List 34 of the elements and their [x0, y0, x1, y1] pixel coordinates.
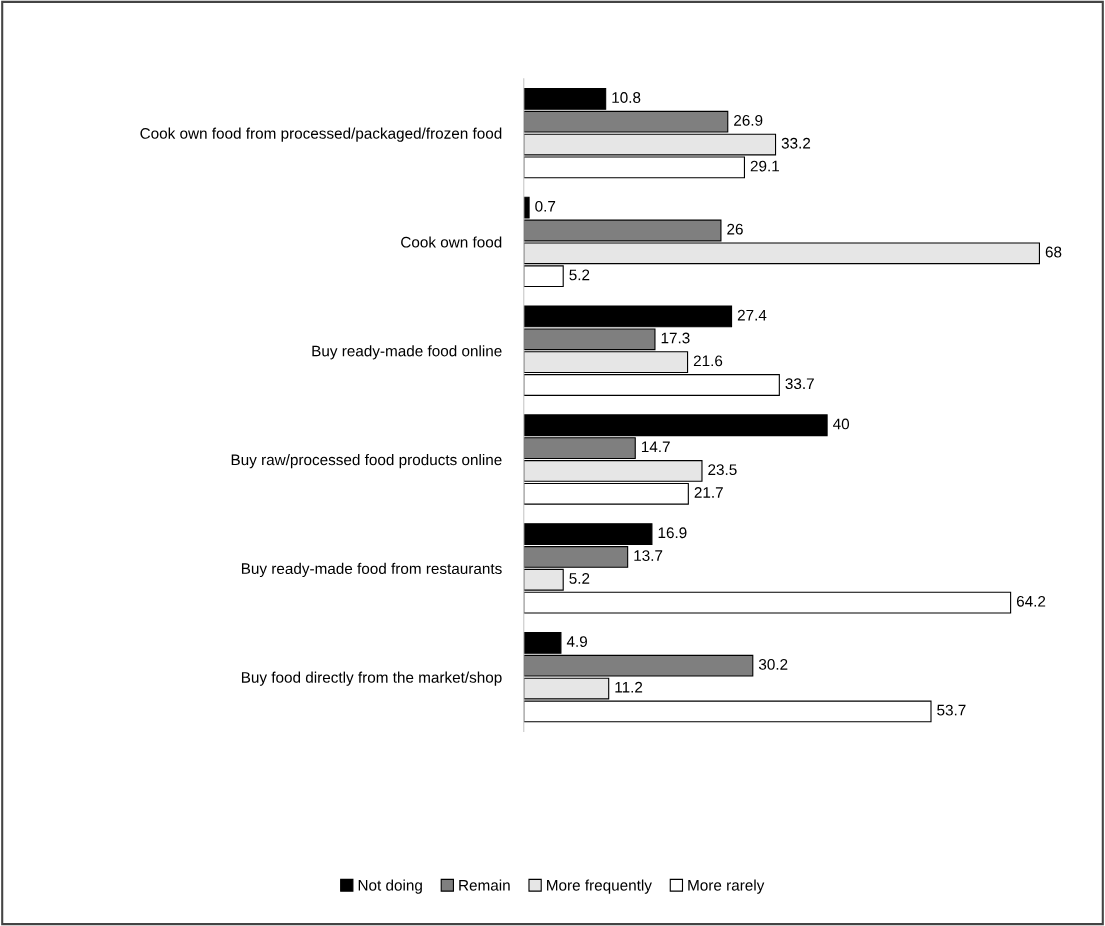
y-tick-label: Buy ready-made food online	[312, 345, 502, 360]
data-label: 26	[727, 223, 743, 235]
data-label: 14.7	[641, 441, 670, 453]
data-label: 53.7	[937, 704, 966, 716]
data-label: 5.2	[569, 573, 590, 584]
y-tick-label: Cook own food	[401, 236, 502, 248]
data-label: 29.1	[750, 160, 779, 172]
data-label: 21.7	[694, 487, 723, 498]
data-label: 64.2	[1016, 595, 1046, 607]
data-label: 21.6	[693, 355, 723, 367]
data-label: 27.4	[737, 309, 767, 321]
legend-label: Remain	[459, 879, 510, 891]
y-tick-label: Buy raw/processed food products online	[231, 453, 502, 469]
y-tick-label: Buy ready-made food from restaurants	[241, 562, 502, 578]
data-label: 5.2	[569, 269, 590, 281]
data-label: 4.9	[566, 636, 587, 647]
legend-label: Not doing	[358, 879, 422, 894]
data-label: 16.9	[658, 527, 687, 539]
data-label: 17.3	[661, 332, 690, 344]
data-label: 23.5	[708, 464, 737, 476]
data-label: 30.2	[758, 659, 788, 670]
data-label: 11.2	[615, 681, 643, 693]
legend-label: More rarely	[688, 879, 765, 894]
data-label: 33.2	[781, 137, 811, 149]
data-label: 10.8	[612, 92, 641, 103]
data-label: 0.7	[535, 200, 556, 212]
y-tick-label: Buy food directly from the market/shop	[241, 671, 502, 686]
data-label: 68	[1045, 246, 1062, 258]
legend-label: More frequently	[547, 879, 652, 894]
data-label: 33.7	[785, 378, 814, 390]
y-tick-label: Cook own food from processed/packaged/frozen food	[140, 127, 502, 142]
data-label: 40	[833, 418, 850, 430]
data-label: 13.7	[634, 550, 663, 562]
data-label: 26.9	[734, 114, 763, 126]
